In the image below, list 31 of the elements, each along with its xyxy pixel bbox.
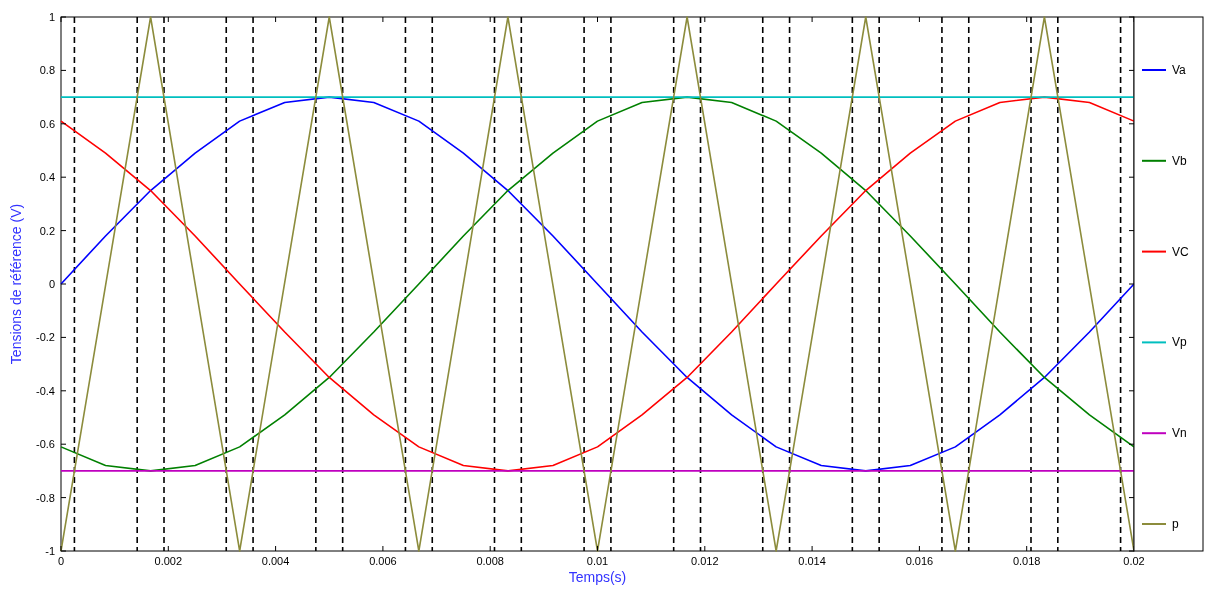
y-tick-label: 0.8	[39, 64, 55, 77]
legend-label: Va	[1172, 63, 1187, 77]
y-tick-label: 0	[48, 278, 55, 290]
legend-label: Vb	[1172, 153, 1187, 168]
x-tick-label: 0.012	[691, 555, 719, 567]
x-axis-title: Temps(s)	[568, 569, 627, 585]
x-tick-label: 0.016	[905, 555, 934, 567]
x-tick-label: 0.018	[1012, 555, 1041, 567]
x-tick-label: 0.002	[154, 555, 183, 567]
x-tick-label: 0	[57, 555, 65, 567]
legend-label: Vn	[1172, 426, 1187, 441]
y-tick-label: -0.8	[36, 491, 55, 504]
x-tick-label: 0.01	[586, 555, 609, 567]
legend-label: Vp	[1172, 335, 1187, 350]
y-tick-label: 0.2	[39, 224, 55, 237]
line-series	[60, 96, 1135, 472]
legend-label: VC	[1172, 244, 1189, 259]
y-tick-label: -0.6	[36, 438, 55, 451]
x-tick-label: 0.004	[261, 555, 290, 567]
x-tick-label: 0.008	[476, 555, 504, 567]
y-tick-label: 0.6	[39, 117, 55, 130]
x-tick-label: 0.02	[1123, 555, 1145, 567]
y-tick-label: -0.4	[36, 384, 55, 397]
y-tick-label: 0.4	[39, 171, 55, 184]
x-tick-label: 0.014	[798, 555, 826, 567]
y-tick-label: -0.2	[36, 331, 55, 344]
y-tick-label: -1	[45, 545, 55, 557]
legend-label: p	[1172, 517, 1179, 531]
y-tick-label: 1	[48, 11, 55, 23]
y-axis-title: Tensions de référence (V)	[8, 203, 24, 365]
x-tick-label: 0.006	[369, 555, 397, 567]
